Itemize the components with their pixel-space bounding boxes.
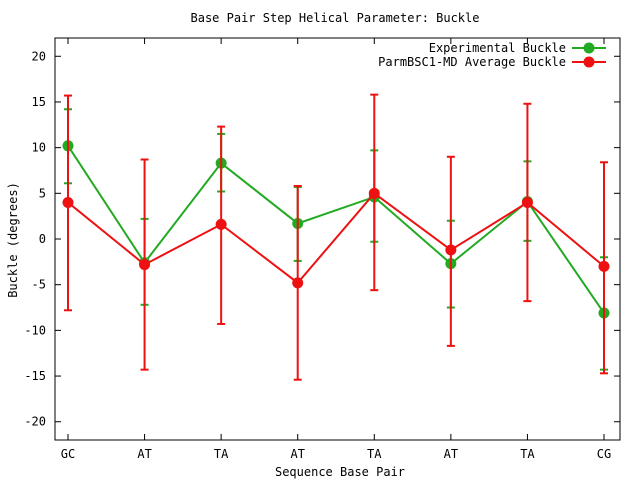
x-tick-label: TA — [214, 447, 229, 461]
data-point — [445, 244, 457, 256]
y-tick-label: 20 — [32, 49, 46, 63]
chart-title: Base Pair Step Helical Parameter: Buckle — [191, 11, 480, 25]
x-axis-label: Sequence Base Pair — [275, 465, 405, 479]
y-axis-ticks: -20 -15 -10 -5 0 5 10 15 20 — [24, 49, 620, 429]
series-parmbsc1 — [62, 93, 610, 381]
y-tick-label: -20 — [24, 415, 46, 429]
legend-label: Experimental Buckle — [429, 41, 566, 55]
data-point — [215, 218, 227, 230]
x-tick-label: TA — [520, 447, 535, 461]
y-tick-label: -5 — [32, 278, 46, 292]
y-tick-label: 0 — [39, 232, 46, 246]
y-tick-label: 10 — [32, 141, 46, 155]
y-tick-label: -10 — [24, 323, 46, 337]
data-point — [62, 196, 74, 208]
y-axis-label: Buckle (degrees) — [6, 182, 20, 298]
data-point — [521, 196, 533, 208]
x-tick-label: AT — [444, 447, 458, 461]
legend-marker — [583, 42, 595, 54]
legend-marker — [583, 56, 595, 68]
x-tick-label: TA — [367, 447, 382, 461]
x-tick-label: GC — [61, 447, 75, 461]
x-axis-ticks: GC AT TA AT TA AT TA CG — [61, 38, 611, 461]
series-line — [67, 145, 605, 314]
y-tick-label: -15 — [24, 369, 46, 383]
data-point — [139, 259, 151, 271]
data-point — [598, 260, 610, 272]
y-tick-label: 5 — [39, 186, 46, 200]
data-point — [292, 277, 304, 289]
y-tick-label: 15 — [32, 95, 46, 109]
x-tick-label: AT — [290, 447, 304, 461]
data-point — [368, 187, 380, 199]
series-line — [67, 191, 605, 285]
x-tick-label: AT — [137, 447, 151, 461]
series-layer — [62, 93, 610, 381]
legend-label: ParmBSC1-MD Average Buckle — [378, 55, 566, 69]
x-tick-label: CG — [597, 447, 611, 461]
